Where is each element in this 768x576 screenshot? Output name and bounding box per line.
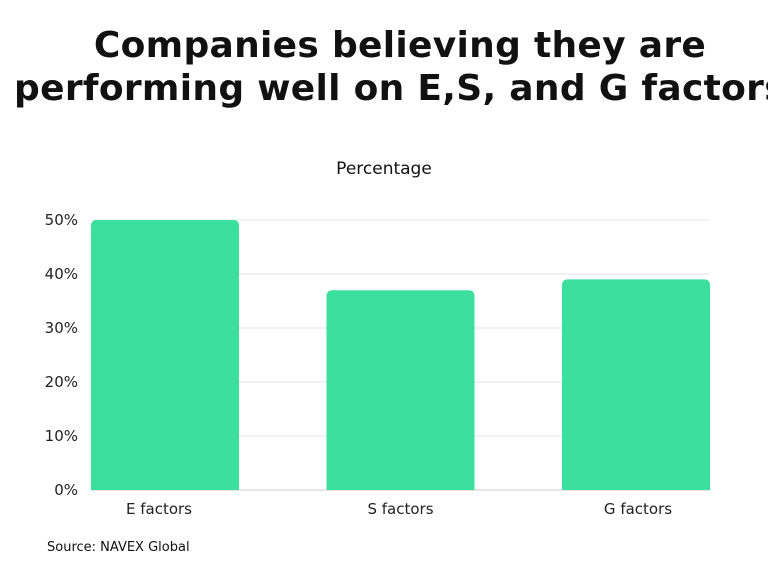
y-tick-label: 0% [54, 481, 78, 499]
x-tick-label: S factors [367, 500, 433, 518]
source-note: Source: NAVEX Global [47, 540, 190, 555]
y-tick-label: 40% [45, 265, 78, 283]
y-tick-label: 10% [45, 427, 78, 445]
y-tick-label: 50% [45, 211, 78, 229]
y-tick-label: 30% [45, 319, 78, 337]
bar [91, 220, 239, 490]
chart-title: Companies believing they are performing … [14, 25, 768, 109]
bar [562, 279, 710, 490]
x-tick-label: E factors [126, 500, 192, 518]
chart-subtitle: Percentage [336, 159, 432, 179]
bar [326, 290, 475, 490]
x-tick-label: G factors [604, 500, 672, 518]
y-tick-label: 20% [45, 373, 78, 391]
